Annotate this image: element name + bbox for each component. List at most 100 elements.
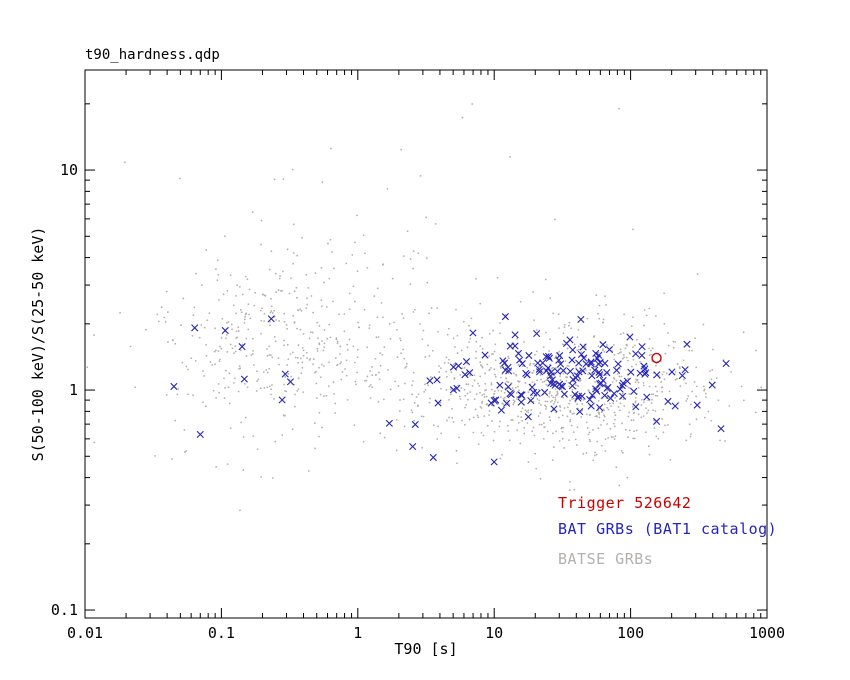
batse-point xyxy=(273,336,276,338)
bat-point xyxy=(409,442,417,451)
batse-point xyxy=(648,453,651,456)
batse-point xyxy=(375,336,378,339)
batse-point xyxy=(266,386,269,389)
batse-point xyxy=(596,440,599,443)
batse-point xyxy=(542,437,545,440)
bat-point xyxy=(613,366,621,374)
batse-point xyxy=(237,326,240,328)
batse-point xyxy=(305,273,308,276)
batse-point xyxy=(246,386,249,389)
batse-point xyxy=(586,317,589,320)
batse-point xyxy=(226,289,229,292)
batse-point xyxy=(389,388,392,391)
batse-point xyxy=(648,347,650,350)
batse-point xyxy=(459,373,462,376)
batse-point xyxy=(226,463,229,466)
batse-point xyxy=(299,357,302,360)
batse-point xyxy=(618,107,620,110)
batse-point xyxy=(515,392,518,394)
batse-point xyxy=(268,354,271,356)
batse-point xyxy=(634,400,637,403)
batse-point xyxy=(321,340,323,342)
bat-point xyxy=(556,352,564,360)
bat-point xyxy=(523,371,531,379)
batse-point xyxy=(368,324,371,327)
batse-point xyxy=(656,395,659,397)
batse-point xyxy=(477,382,479,385)
batse-point xyxy=(579,379,582,382)
batse-point xyxy=(524,382,527,384)
batse-point xyxy=(256,380,259,382)
batse-point xyxy=(412,250,415,253)
batse-point xyxy=(459,398,462,400)
batse-point xyxy=(530,409,533,411)
batse-point xyxy=(691,349,693,352)
batse-point xyxy=(157,320,160,323)
batse-point xyxy=(651,347,654,350)
batse-point xyxy=(160,306,163,309)
batse-point xyxy=(494,359,497,362)
batse-point xyxy=(617,406,620,408)
batse-point xyxy=(239,308,242,311)
batse-point xyxy=(307,286,310,289)
batse-point xyxy=(672,340,675,343)
batse-point xyxy=(494,343,497,346)
batse-point xyxy=(631,405,634,408)
bat-point xyxy=(453,384,461,392)
batse-point xyxy=(266,354,269,357)
batse-point xyxy=(215,268,217,271)
x-axis-label: T90 [s] xyxy=(394,640,458,658)
batse-point xyxy=(348,292,351,295)
batse-point xyxy=(654,410,657,412)
batse-point xyxy=(371,374,374,377)
batse-point xyxy=(403,357,406,360)
batse-point xyxy=(508,439,511,442)
batse-point xyxy=(275,319,277,321)
bat-point xyxy=(481,351,489,359)
batse-point xyxy=(511,387,514,390)
batse-point xyxy=(464,406,466,409)
batse-point xyxy=(562,499,565,502)
batse-point xyxy=(566,376,569,379)
batse-point xyxy=(299,308,302,311)
batse-point xyxy=(399,399,401,401)
batse-point xyxy=(228,402,231,405)
batse-point xyxy=(523,432,526,435)
batse-point xyxy=(278,277,281,280)
batse-point xyxy=(649,349,652,352)
batse-point xyxy=(555,366,557,369)
bat-point xyxy=(547,379,555,387)
batse-point xyxy=(572,397,575,400)
batse-point xyxy=(534,353,536,356)
batse-point xyxy=(644,431,647,434)
batse-point xyxy=(695,395,698,398)
batse-point xyxy=(665,372,668,375)
batse-point xyxy=(561,414,564,417)
batse-point xyxy=(577,345,580,348)
batse-point xyxy=(215,465,218,468)
batse-point xyxy=(546,400,549,403)
y-axis-label: S(50-100 keV)/S(25-50 keV) xyxy=(29,226,47,462)
batse-point xyxy=(325,306,328,308)
batse-point xyxy=(597,351,600,354)
bat-point xyxy=(595,360,603,368)
batse-point xyxy=(302,354,305,357)
batse-point xyxy=(238,365,241,368)
batse-point xyxy=(302,333,305,335)
batse-point xyxy=(203,326,206,329)
bat-point xyxy=(434,399,442,407)
bat-point xyxy=(632,350,640,358)
batse-point xyxy=(632,412,635,415)
batse-point xyxy=(224,386,226,389)
batse-point xyxy=(308,337,311,340)
batse-point xyxy=(448,358,450,361)
batse-point xyxy=(348,338,351,341)
batse-point xyxy=(254,291,257,294)
batse-point xyxy=(623,356,625,359)
batse-point xyxy=(480,431,483,434)
batse-point xyxy=(617,352,620,355)
batse-point xyxy=(494,373,496,376)
batse-point xyxy=(190,357,193,360)
batse-point xyxy=(452,337,455,340)
batse-point xyxy=(619,402,622,405)
